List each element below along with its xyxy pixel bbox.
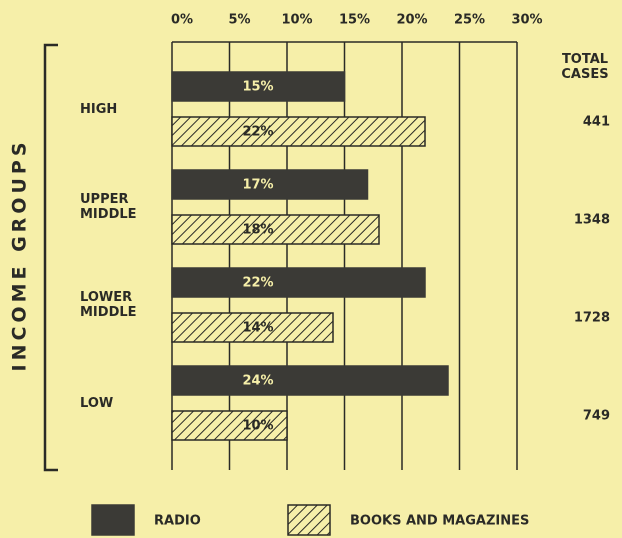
bar	[171, 214, 380, 245]
x-tick-label: 15%	[339, 13, 370, 28]
x-tick-label: 10%	[281, 13, 312, 28]
legend-label: BOOKS AND MAGAZINES	[350, 514, 529, 529]
legend-swatch	[287, 504, 331, 536]
bracket	[43, 43, 58, 472]
total-cases: 441	[583, 115, 610, 130]
category-label: UPPER MIDDLE	[80, 192, 137, 222]
x-tick-label: 0%	[171, 13, 193, 28]
total-cases: 1728	[574, 311, 610, 326]
category-label: HIGH	[80, 102, 118, 117]
x-tick-label: 30%	[511, 13, 542, 28]
axis-label: INCOME GROUPS	[9, 139, 31, 372]
x-tick-label: 20%	[396, 13, 427, 28]
value-label: 17%	[242, 178, 273, 193]
total-cases: 1348	[574, 213, 610, 228]
x-tick-label: 25%	[454, 13, 485, 28]
bar	[171, 312, 334, 343]
value-label: 14%	[242, 321, 273, 336]
bar	[171, 267, 426, 298]
total-cases: 749	[583, 409, 610, 424]
x-tick-label: 5%	[228, 13, 250, 28]
category-label: LOW	[80, 396, 114, 411]
bar	[171, 169, 369, 200]
category-label: LOWER MIDDLE	[80, 290, 137, 320]
legend-swatch	[91, 504, 135, 536]
legend-label: RADIO	[154, 514, 201, 529]
value-label: 22%	[242, 276, 273, 291]
value-label: 24%	[242, 374, 273, 389]
value-label: 15%	[242, 80, 273, 95]
value-label: 18%	[242, 223, 273, 238]
bar	[171, 410, 288, 441]
value-label: 22%	[242, 125, 273, 140]
value-label: 10%	[242, 419, 273, 434]
total-cases-header: TOTAL CASES	[561, 52, 609, 82]
bar	[171, 365, 449, 396]
bar	[171, 71, 346, 102]
bar	[171, 116, 426, 147]
